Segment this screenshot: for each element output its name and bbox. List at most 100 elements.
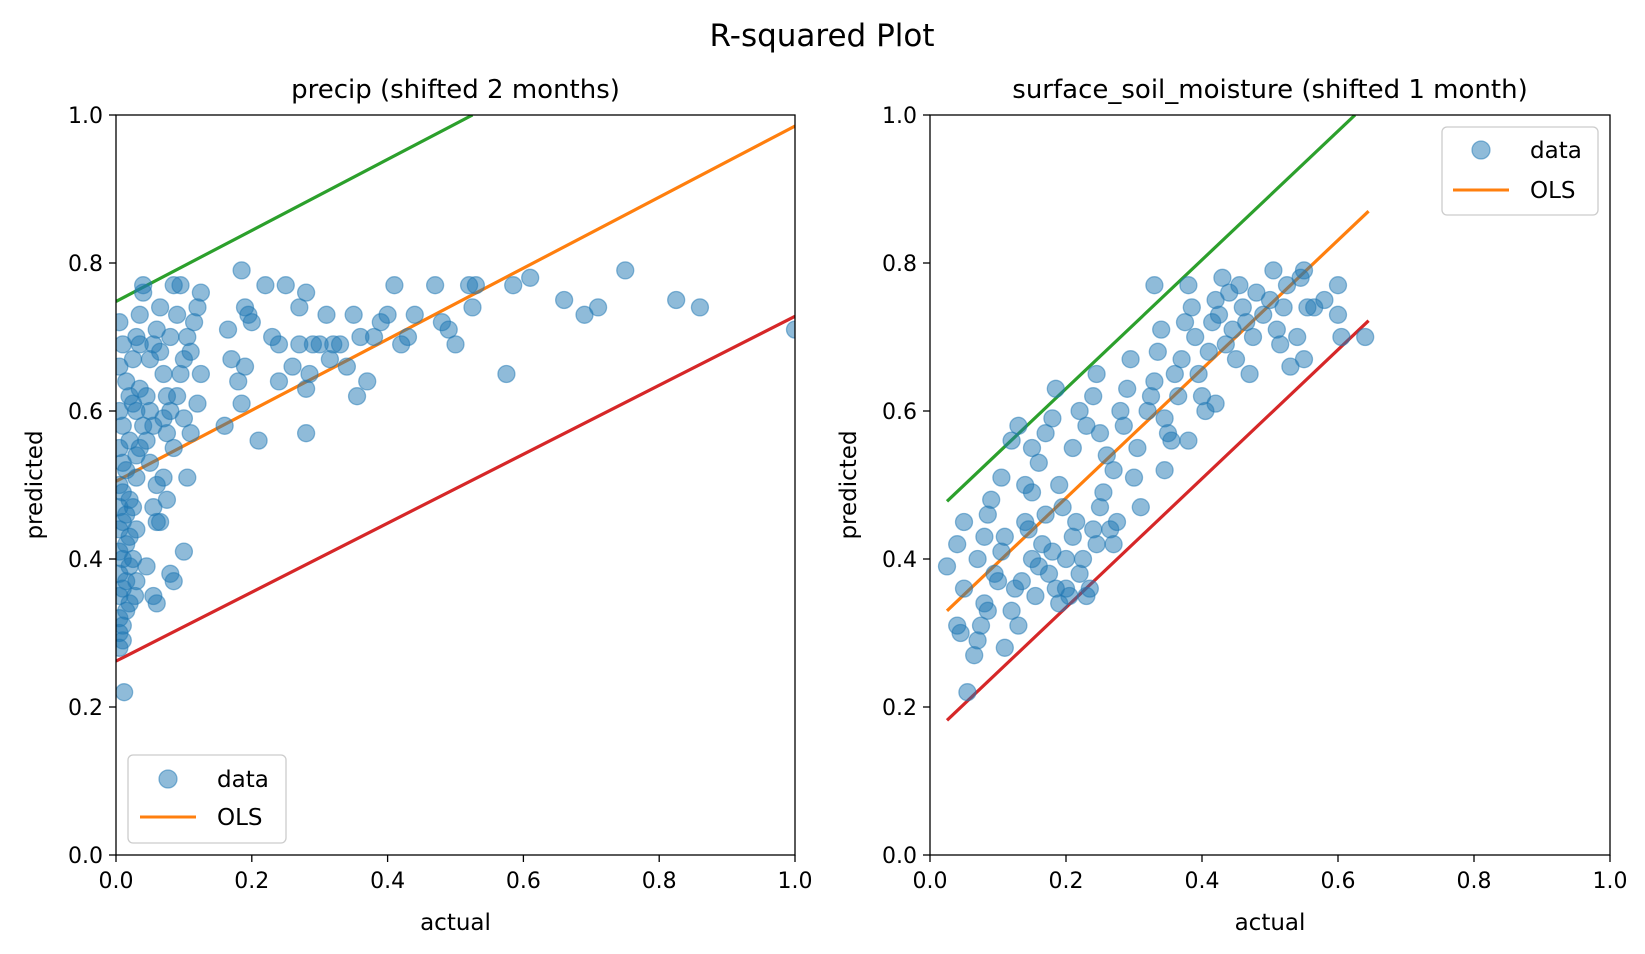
precip-data-point bbox=[249, 431, 268, 450]
surface-soil-moisture-data-point bbox=[1067, 512, 1086, 532]
surface-soil-moisture-data-point bbox=[1002, 431, 1021, 450]
surface-soil-moisture-data-point bbox=[948, 535, 967, 554]
surface-soil-moisture-data-point bbox=[1087, 535, 1106, 554]
precip-data-point bbox=[296, 283, 316, 302]
precip-y-tick-label: 1.0 bbox=[68, 104, 103, 129]
surface-soil-moisture-data-point bbox=[971, 616, 991, 635]
precip-data-point bbox=[378, 305, 397, 324]
surface-soil-moisture-data-point bbox=[1097, 446, 1116, 465]
surface-soil-moisture-data-point bbox=[1090, 424, 1110, 443]
surface-soil-moisture-legend-data-marker bbox=[1471, 140, 1491, 160]
surface-soil-moisture-data-point bbox=[1080, 579, 1099, 598]
precip-x-tick-label: 1.0 bbox=[778, 869, 813, 894]
precip-x-tick-label: 0.6 bbox=[506, 869, 541, 894]
surface-soil-moisture-data-point bbox=[968, 549, 987, 569]
precip-x-tick-label: 0.2 bbox=[234, 869, 269, 894]
precip-data-point bbox=[588, 298, 608, 317]
precip-data-point bbox=[317, 305, 336, 324]
precip-reference-line-2 bbox=[116, 314, 795, 663]
precip-data-point bbox=[191, 283, 211, 302]
surface-soil-moisture-data-point bbox=[1087, 364, 1106, 384]
precip-data-point bbox=[191, 364, 211, 384]
surface-soil-moisture-data-point bbox=[1179, 431, 1198, 450]
precip-data-point bbox=[232, 261, 251, 280]
surface-soil-moisture-data-point bbox=[1060, 586, 1079, 606]
surface-soil-moisture-data-point bbox=[1213, 268, 1232, 287]
surface-soil-moisture-x-tick-label: 0.0 bbox=[913, 869, 948, 894]
precip-y-tick-label: 0.0 bbox=[68, 844, 103, 869]
surface-soil-moisture-data-point bbox=[1029, 453, 1048, 472]
surface-soil-moisture-data-point bbox=[965, 646, 984, 665]
surface-soil-moisture-data-point bbox=[988, 572, 1008, 591]
surface-soil-moisture-data-point bbox=[1162, 431, 1181, 450]
precip-plot-area bbox=[116, 115, 795, 702]
precip-data-point bbox=[785, 320, 795, 339]
precip-data-point bbox=[164, 438, 183, 458]
precip-x-tick-label: 0.0 bbox=[99, 869, 134, 894]
surface-soil-moisture-x-tick-label: 0.8 bbox=[1457, 869, 1492, 894]
precip-data-point bbox=[130, 305, 149, 324]
precip-data-point bbox=[154, 468, 173, 487]
precip-data-point bbox=[178, 468, 197, 487]
surface-soil-moisture-y-tick-label: 0.8 bbox=[882, 252, 917, 277]
surface-soil-moisture-y-tick-label: 0.0 bbox=[882, 844, 917, 869]
precip-x-tick-label: 0.4 bbox=[370, 869, 405, 894]
surface-soil-moisture-data-point bbox=[1145, 372, 1164, 391]
precip-data-point bbox=[174, 409, 194, 428]
surface-soil-moisture-data-point bbox=[1002, 601, 1021, 620]
surface-soil-moisture-x-tick-label: 0.4 bbox=[1185, 869, 1220, 894]
precip-data-point bbox=[125, 586, 145, 606]
precip-legend: data OLS bbox=[127, 754, 287, 844]
surface-soil-moisture-plot-area bbox=[937, 115, 1375, 722]
surface-soil-moisture-data-point bbox=[995, 638, 1014, 657]
surface-soil-moisture-data-point bbox=[1240, 364, 1259, 384]
surface-soil-moisture-y-tick-label: 0.2 bbox=[882, 696, 917, 721]
surface-soil-moisture-data-point bbox=[1036, 505, 1055, 524]
precip-data-point bbox=[161, 327, 180, 347]
surface-soil-moisture-data-point bbox=[1104, 461, 1123, 480]
surface-soil-moisture-legend: data OLS bbox=[1441, 126, 1599, 216]
surface-soil-moisture-data-point bbox=[958, 683, 977, 702]
surface-soil-moisture-data-point bbox=[1216, 335, 1235, 354]
precip-data-point bbox=[116, 416, 132, 435]
precip-axes: precip (shifted 2 months) 0.0 0.2 0.4 0.6 0.… bbox=[22, 75, 813, 936]
precip-data-point bbox=[269, 335, 289, 354]
surface-soil-moisture-data-point bbox=[1271, 335, 1290, 354]
precip-data-point bbox=[181, 424, 200, 443]
surface-soil-moisture-data-point bbox=[1026, 586, 1045, 606]
surface-soil-moisture-data-point bbox=[1148, 342, 1167, 361]
precip-data-point bbox=[164, 572, 183, 591]
precip-data-point bbox=[171, 364, 190, 384]
surface-soil-moisture-data-point bbox=[1155, 409, 1174, 428]
precip-data-point bbox=[167, 305, 187, 324]
precip-data-point bbox=[521, 268, 540, 287]
precip-data-point bbox=[184, 313, 204, 332]
surface-soil-moisture-data-point bbox=[1294, 261, 1314, 280]
surface-soil-moisture-data-point bbox=[1152, 320, 1171, 339]
precip-data-point bbox=[215, 416, 234, 435]
precip-data-point bbox=[256, 276, 275, 295]
surface-soil-moisture-data-point bbox=[1274, 298, 1293, 317]
surface-soil-moisture-data-point bbox=[1121, 350, 1140, 369]
precip-data-point bbox=[232, 394, 251, 413]
surface-soil-moisture-data-point bbox=[1155, 461, 1174, 480]
precip-data-point bbox=[344, 305, 363, 324]
precip-legend-data-label: data bbox=[217, 767, 269, 793]
surface-soil-moisture-data-point bbox=[1206, 394, 1225, 413]
surface-soil-moisture-data-point bbox=[1084, 387, 1103, 406]
surface-soil-moisture-ticks: 0.0 0.2 0.4 0.6 0.8 1.0 0.0 0.2 0.4 0.6 0.8 1.0 bbox=[882, 104, 1628, 894]
precip-data-point bbox=[616, 261, 635, 280]
surface-soil-moisture-data-point bbox=[1056, 549, 1076, 569]
surface-soil-moisture-data-point bbox=[1199, 342, 1218, 361]
surface-soil-moisture-axes-frame bbox=[929, 114, 1611, 856]
surface-soil-moisture-data-point bbox=[1114, 416, 1133, 435]
precip-data-point bbox=[188, 298, 207, 317]
surface-soil-moisture-x-axis-label: actual bbox=[1235, 910, 1306, 936]
surface-soil-moisture-data-point bbox=[954, 579, 974, 598]
precip-data-point bbox=[497, 364, 516, 384]
surface-soil-moisture-data-point bbox=[1022, 483, 1042, 502]
precip-data-point bbox=[364, 327, 384, 347]
surface-soil-moisture-data-point bbox=[1063, 438, 1082, 458]
precip-y-tick-label: 0.2 bbox=[68, 696, 103, 721]
precip-data-point bbox=[283, 357, 302, 376]
